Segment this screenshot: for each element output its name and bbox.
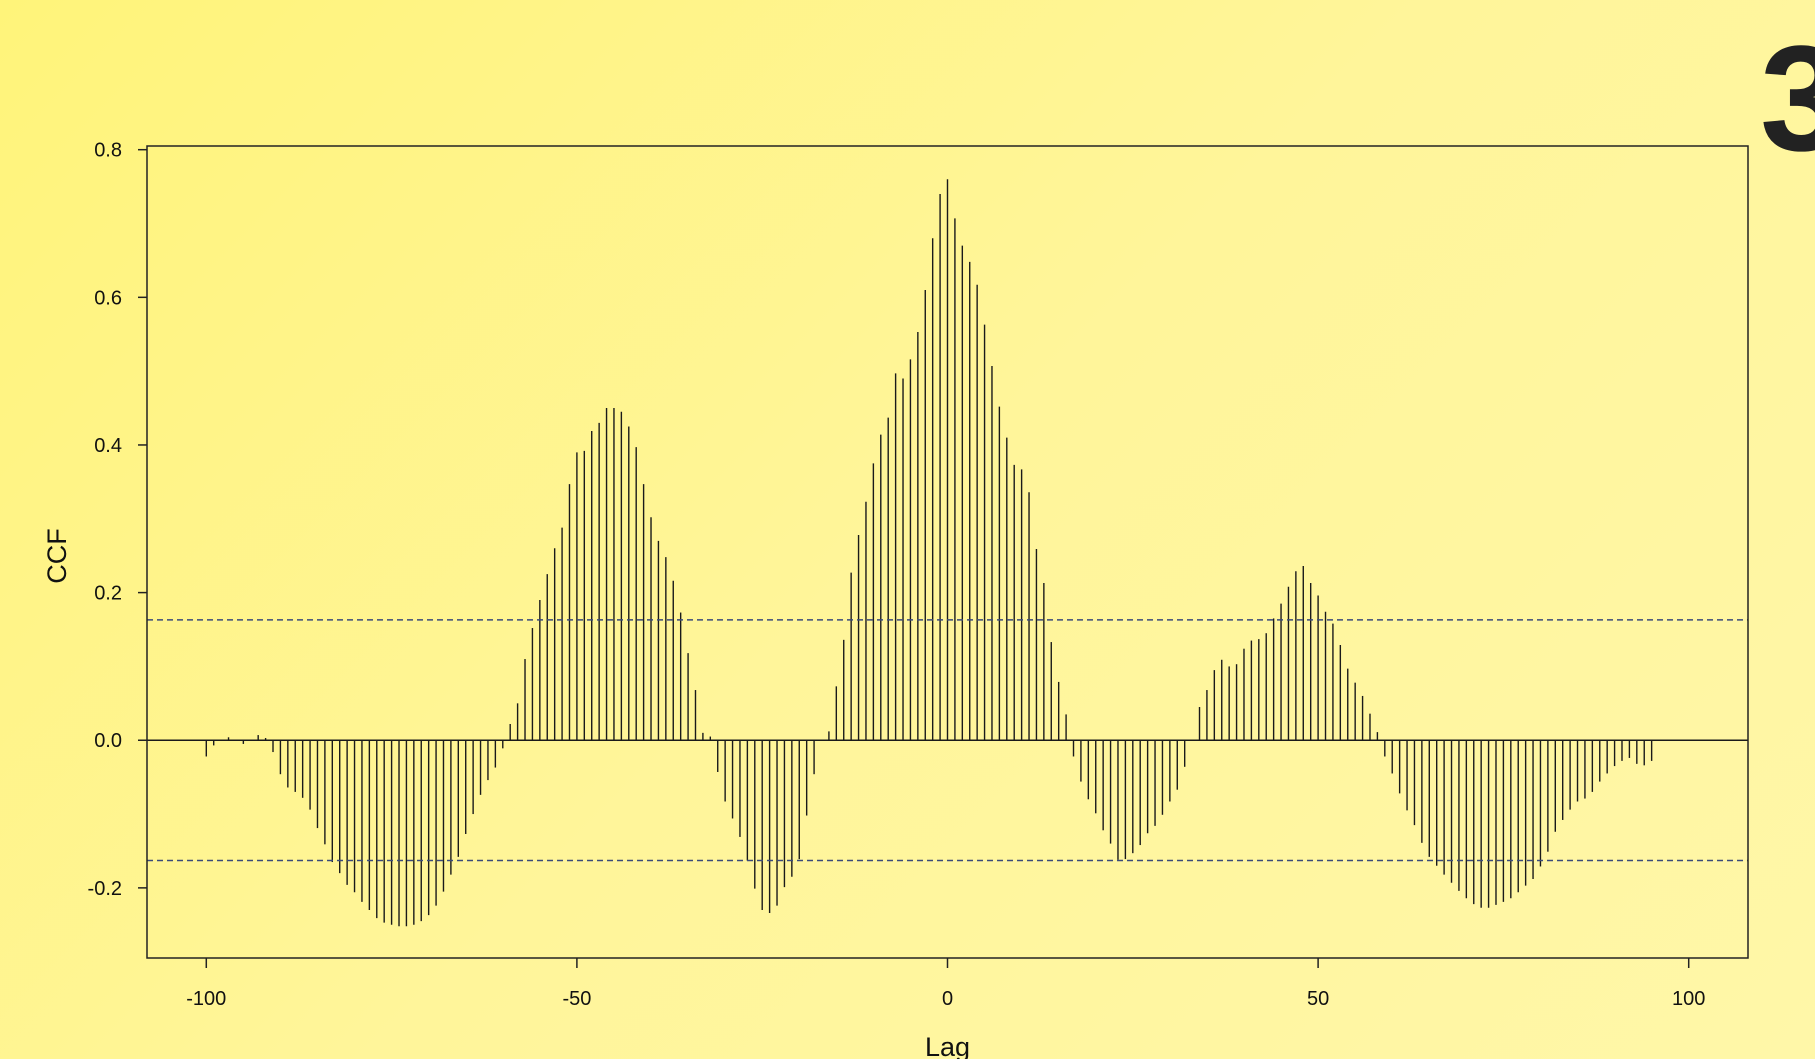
- corner-mark: 3: [1760, 14, 1815, 182]
- x-tick-label: -50: [562, 988, 591, 1010]
- y-axis-title: CCF: [42, 528, 72, 584]
- x-axis: -100 -50 0 50 100: [186, 958, 1705, 1010]
- y-tick-label: 0.8: [94, 140, 122, 162]
- ccf-bars: [205, 179, 1653, 927]
- x-tick-label: -100: [186, 988, 226, 1010]
- y-tick-label: 0.2: [94, 583, 122, 605]
- y-axis: -0.2 0.0 0.2 0.4 0.6 0.8: [88, 140, 147, 900]
- confidence-bounds: [147, 619, 1748, 862]
- y-tick-label: 0.6: [94, 287, 122, 309]
- x-axis-title: Lag: [925, 1032, 970, 1059]
- y-tick-label: 0.4: [94, 435, 122, 457]
- x-tick-label: 0: [942, 988, 953, 1010]
- y-tick-label: 0.0: [94, 730, 122, 752]
- x-tick-label: 100: [1672, 988, 1705, 1010]
- x-tick-label: 50: [1307, 988, 1329, 1010]
- y-tick-label: -0.2: [88, 878, 122, 900]
